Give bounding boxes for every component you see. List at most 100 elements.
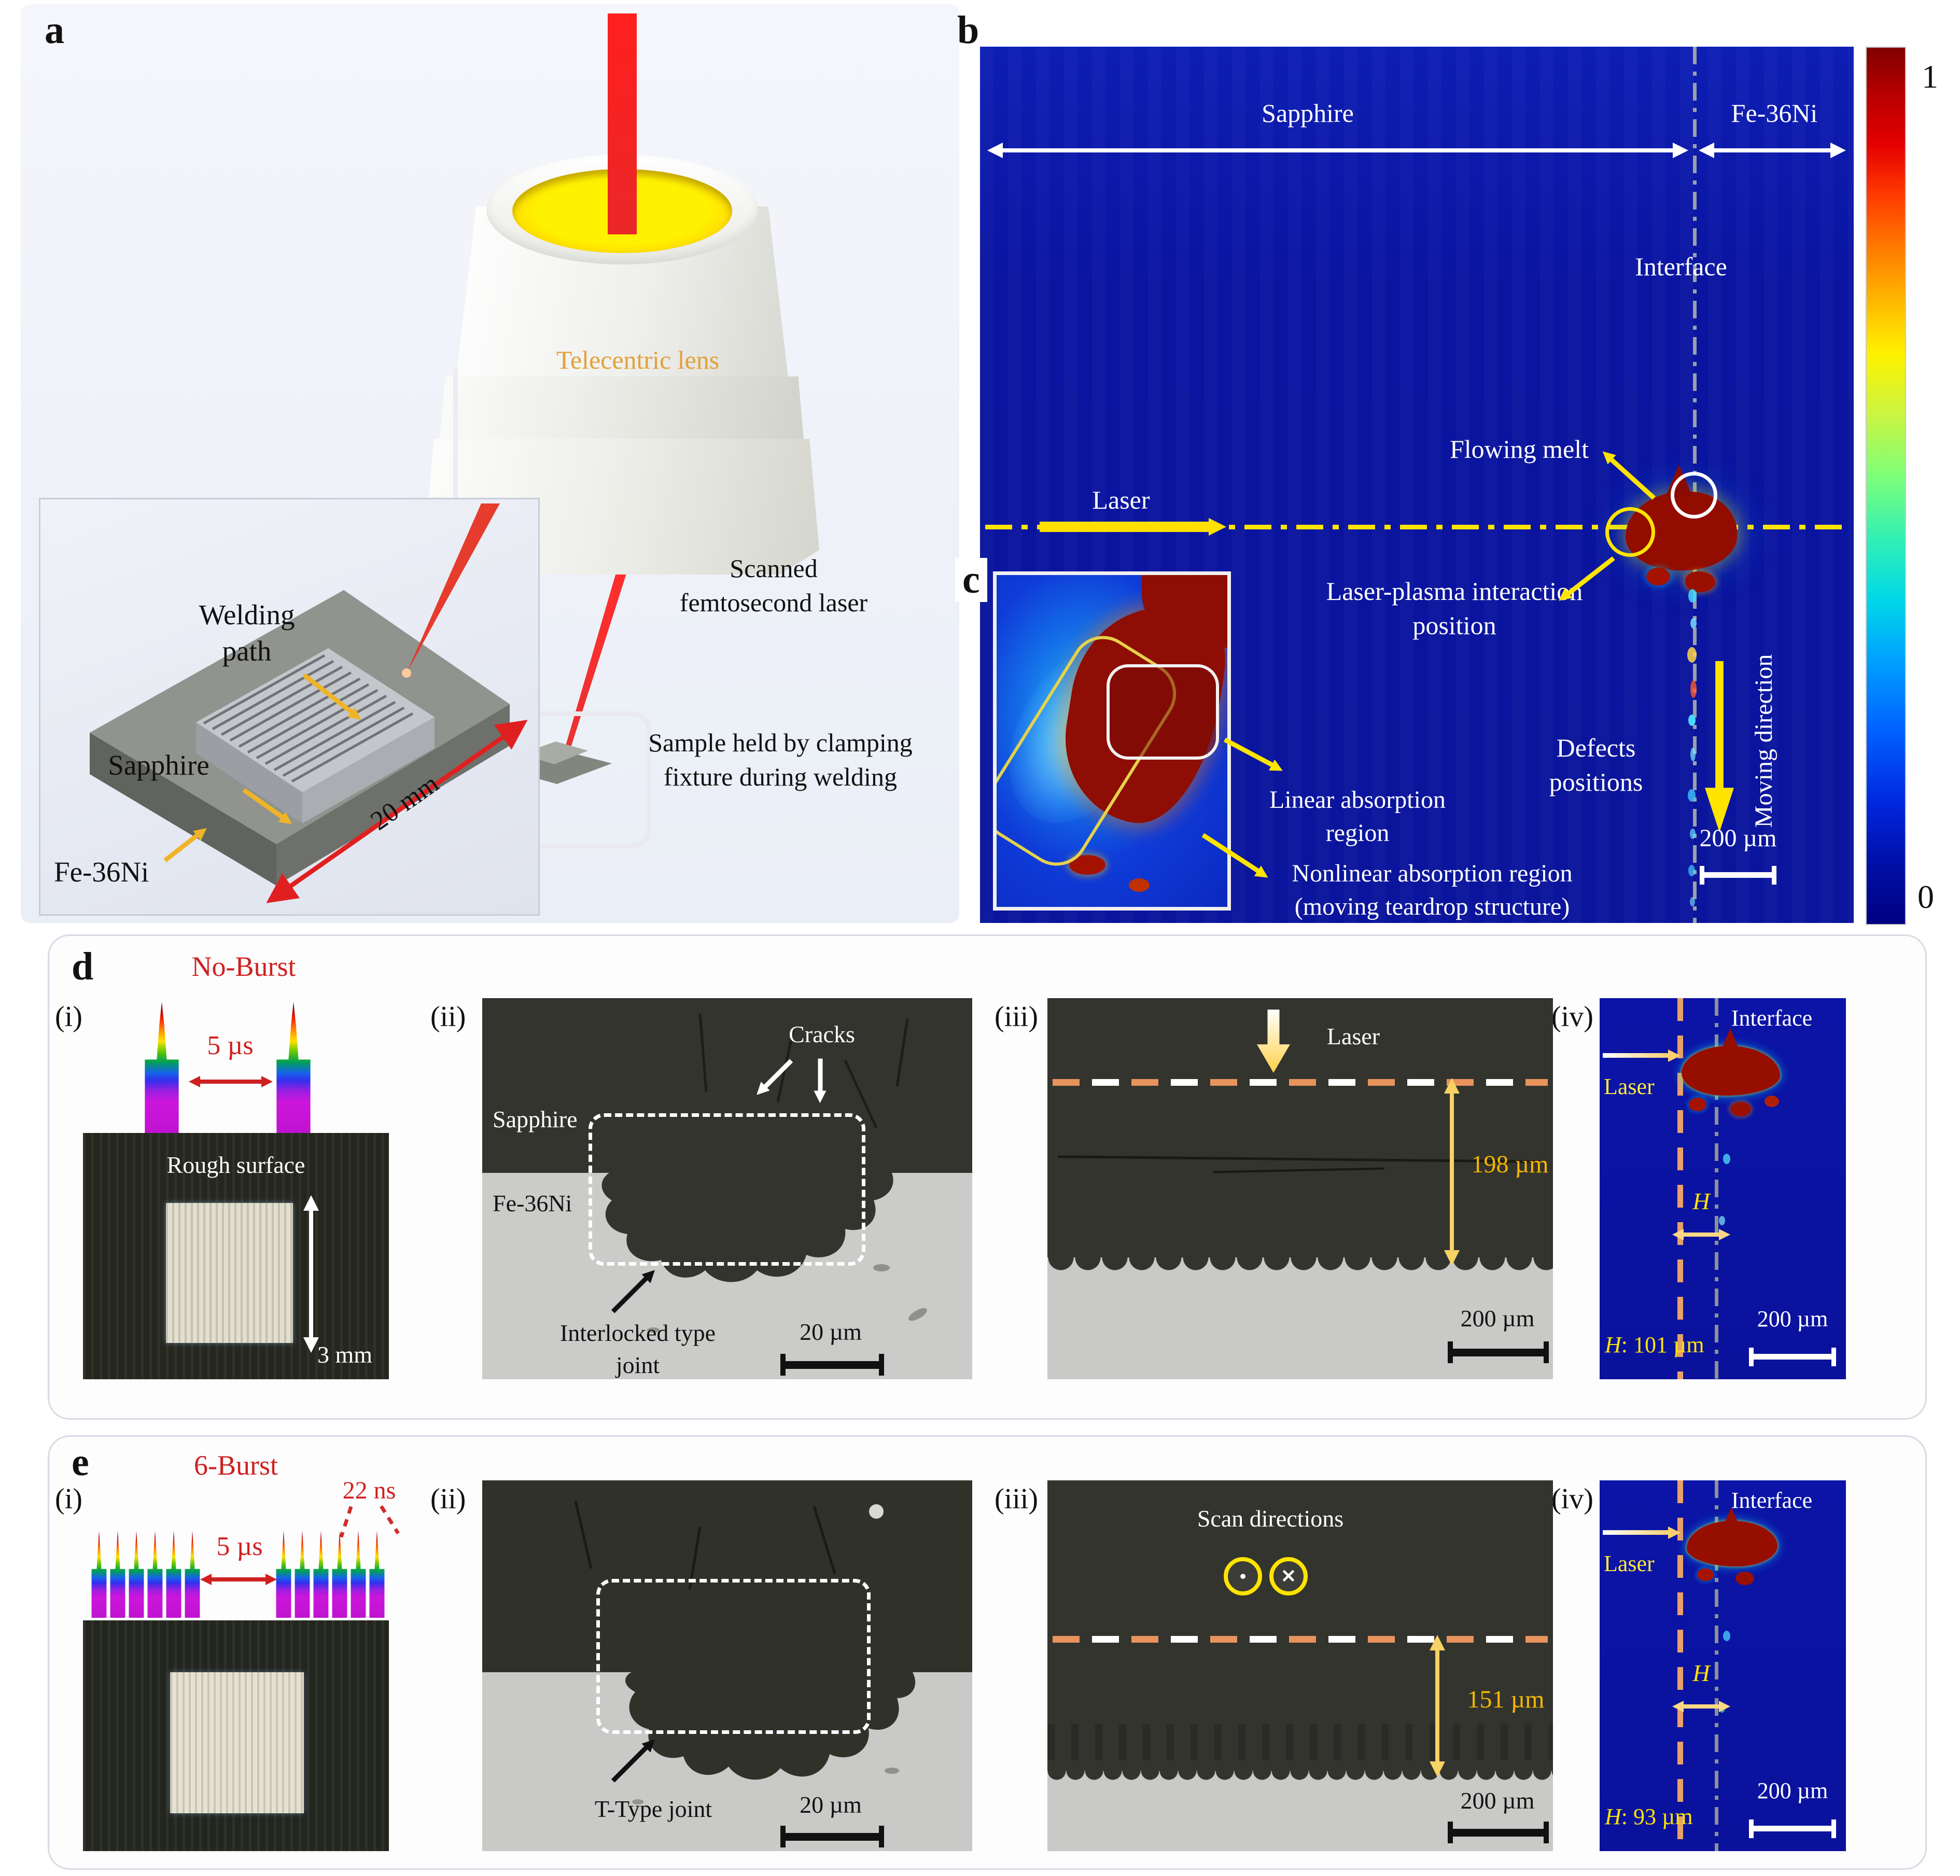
- depth-arrow-d: [1450, 1091, 1454, 1252]
- sample-caption-1: Sample held by clamping: [648, 728, 913, 757]
- panel-c-inset: [993, 571, 1231, 911]
- sapphire-region-label: Sapphire: [1262, 99, 1354, 128]
- panel-b-label: b: [957, 8, 979, 52]
- sem-e-iii-scallops: [1047, 1771, 1553, 1786]
- joint-outline-e: [596, 1579, 871, 1734]
- laser-label-b: Laser: [1092, 485, 1150, 514]
- sem-e-iii-scale-bar: [1448, 1822, 1549, 1843]
- h-symbol-e-iv: H: [1692, 1660, 1710, 1686]
- sem-d-iii-scale-text: 200 µm: [1460, 1305, 1535, 1332]
- nonlinear-region-label-1: Nonlinear absorption region: [1292, 860, 1573, 887]
- scanned-laser-caption-1: Scanned: [730, 554, 818, 583]
- defects-label-1: Defects: [1556, 733, 1636, 762]
- melt-blob-satellite-2: [1685, 571, 1715, 592]
- photo-e: [83, 1620, 389, 1851]
- depth-label-e: 151 µm: [1467, 1686, 1545, 1713]
- h-value-e-iv: H: 93 µm: [1605, 1804, 1693, 1829]
- square-size-arrow-d: [309, 1209, 313, 1339]
- linear-region-label-2: region: [1325, 819, 1390, 847]
- cracks-label: Cracks: [789, 1021, 855, 1047]
- pulse-gap-label-d: 5 µs: [207, 1031, 254, 1060]
- laser-line-e-iv: [1677, 1480, 1683, 1851]
- panel-e-ii-tag: (ii): [430, 1483, 466, 1515]
- square-size-label-d: 3 mm: [317, 1341, 373, 1368]
- panel-c-label: c: [955, 558, 987, 603]
- scale-text-d-iv: 200 µm: [1757, 1306, 1828, 1332]
- sem-e-iii: Scan directions • ✕ 151 µm 200 µm: [1047, 1480, 1553, 1851]
- heatmap-e-iv: Interface Laser H H: 93 µm 200 µm: [1600, 1480, 1846, 1851]
- sem-e-ii-scale-text: 20 µm: [800, 1791, 862, 1818]
- panel-d-ii-tag: (ii): [430, 1001, 466, 1033]
- h-arrow-d-iv: [1682, 1233, 1721, 1237]
- panel-b-scale-bar: [1700, 866, 1776, 885]
- colorbar-min: 0: [1917, 878, 1934, 915]
- laser-label-e-iv: Laser: [1604, 1551, 1655, 1576]
- panel-d-iii-tag: (iii): [995, 1001, 1038, 1033]
- welded-square-d: [166, 1203, 293, 1343]
- h-value-d-iv: H: 101 µm: [1605, 1332, 1704, 1357]
- melt-d-iv-sat-1: [1689, 1098, 1706, 1111]
- pulse-gap-label-e: 5 µs: [216, 1532, 263, 1561]
- melt-e-iv-speck: [1723, 1631, 1730, 1641]
- scale-text-e-iv: 200 µm: [1757, 1778, 1828, 1803]
- moving-direction-label: Moving direction: [1750, 654, 1778, 828]
- pulse-gap-arrow-d: [198, 1080, 263, 1084]
- lpi-circle: [1605, 507, 1655, 557]
- sem-e-ii-scale-bar: [780, 1826, 884, 1847]
- scale-bar-e-iv: [1749, 1819, 1836, 1838]
- h-symbol-d-iv: H: [1692, 1188, 1710, 1214]
- lens-band: [440, 376, 804, 440]
- melt-blob-satellite-1: [1646, 568, 1670, 585]
- interface-label: Interface: [1635, 252, 1727, 281]
- melt-e-iv-sat-2: [1735, 1572, 1754, 1585]
- interface-label-e-iv: Interface: [1731, 1488, 1813, 1513]
- joint-label-d-1: Interlocked type: [559, 1320, 716, 1346]
- panel-b-scale-text: 200 µm: [1699, 824, 1777, 852]
- photo-d-caption: Rough surface: [166, 1152, 305, 1178]
- melt-d-iv-speck: [1723, 1154, 1730, 1164]
- burst-gap-label: 22 ns: [342, 1477, 396, 1504]
- laser-line-d-iv: [1677, 998, 1683, 1379]
- lpi-label-1: Laser-plasma interaction: [1326, 577, 1583, 606]
- sem-d-iii-dark: [1047, 998, 1553, 1257]
- defects-label-2: positions: [1549, 767, 1643, 796]
- burst-group-2: [274, 1531, 386, 1618]
- sem-d-iii: Laser 198 µm 200 µm: [1047, 998, 1553, 1379]
- panel-a-inset: Welding path Sapphire Fe-36Ni 20 mm: [39, 498, 540, 916]
- inset-sapphire-label: Sapphire: [108, 749, 209, 781]
- melt-d-iv-speck-2: [1719, 1216, 1725, 1225]
- melt-d-iv-sat-3: [1765, 1096, 1779, 1107]
- sem-e-iii-scale-text: 200 µm: [1460, 1787, 1535, 1814]
- welded-square-e: [170, 1672, 304, 1813]
- sample-caption-2: fixture during welding: [664, 762, 897, 791]
- welding-path-label-2: path: [222, 635, 272, 667]
- burst-group-1: [89, 1531, 201, 1618]
- teardrop-speck-2: [1129, 878, 1150, 892]
- welding-path-label-1: Welding: [199, 599, 295, 631]
- scale-bar-d-iv: [1749, 1348, 1836, 1366]
- crack-arrow-2: [818, 1058, 823, 1092]
- panel-e-i-tag: (i): [55, 1483, 82, 1515]
- sem-e-iii-dark: [1047, 1480, 1553, 1771]
- joint-label-d-2: joint: [615, 1352, 660, 1378]
- sem-d-iii-scallops: [1047, 1257, 1553, 1278]
- colorbar: [1866, 47, 1906, 925]
- panel-a-label: a: [45, 8, 64, 52]
- panel-d-label: d: [72, 945, 94, 988]
- inset-substrate-label: Fe-36Ni: [54, 856, 149, 888]
- sem-d-ii-scale-text: 20 µm: [800, 1319, 862, 1345]
- depth-arrow-e: [1435, 1648, 1439, 1763]
- pulse-gap-arrow-e: [209, 1577, 268, 1581]
- sem-e-iii-porosity: [1047, 1724, 1553, 1760]
- lpi-label-2: position: [1412, 611, 1496, 640]
- nonlinear-region-label-2: (moving teardrop structure): [1294, 893, 1570, 920]
- laser-arrow-e-iv: [1603, 1530, 1669, 1535]
- panel-b-heatmap: Sapphire Fe-36Ni Interface Laser Flowing…: [980, 47, 1854, 923]
- sem-e-ii: T-Type joint 20 µm: [482, 1480, 972, 1851]
- scan-out-of-plane-icon: •: [1224, 1557, 1262, 1595]
- sem-d-ii: Cracks Sapphire Fe-36Ni Interlocked type…: [482, 998, 972, 1379]
- melt-d-iv-sat-2: [1730, 1102, 1751, 1116]
- laser-label-d-iv: Laser: [1604, 1074, 1655, 1099]
- sem-d-iii-scale-bar: [1448, 1341, 1549, 1363]
- scan-dot: •: [1239, 1566, 1247, 1587]
